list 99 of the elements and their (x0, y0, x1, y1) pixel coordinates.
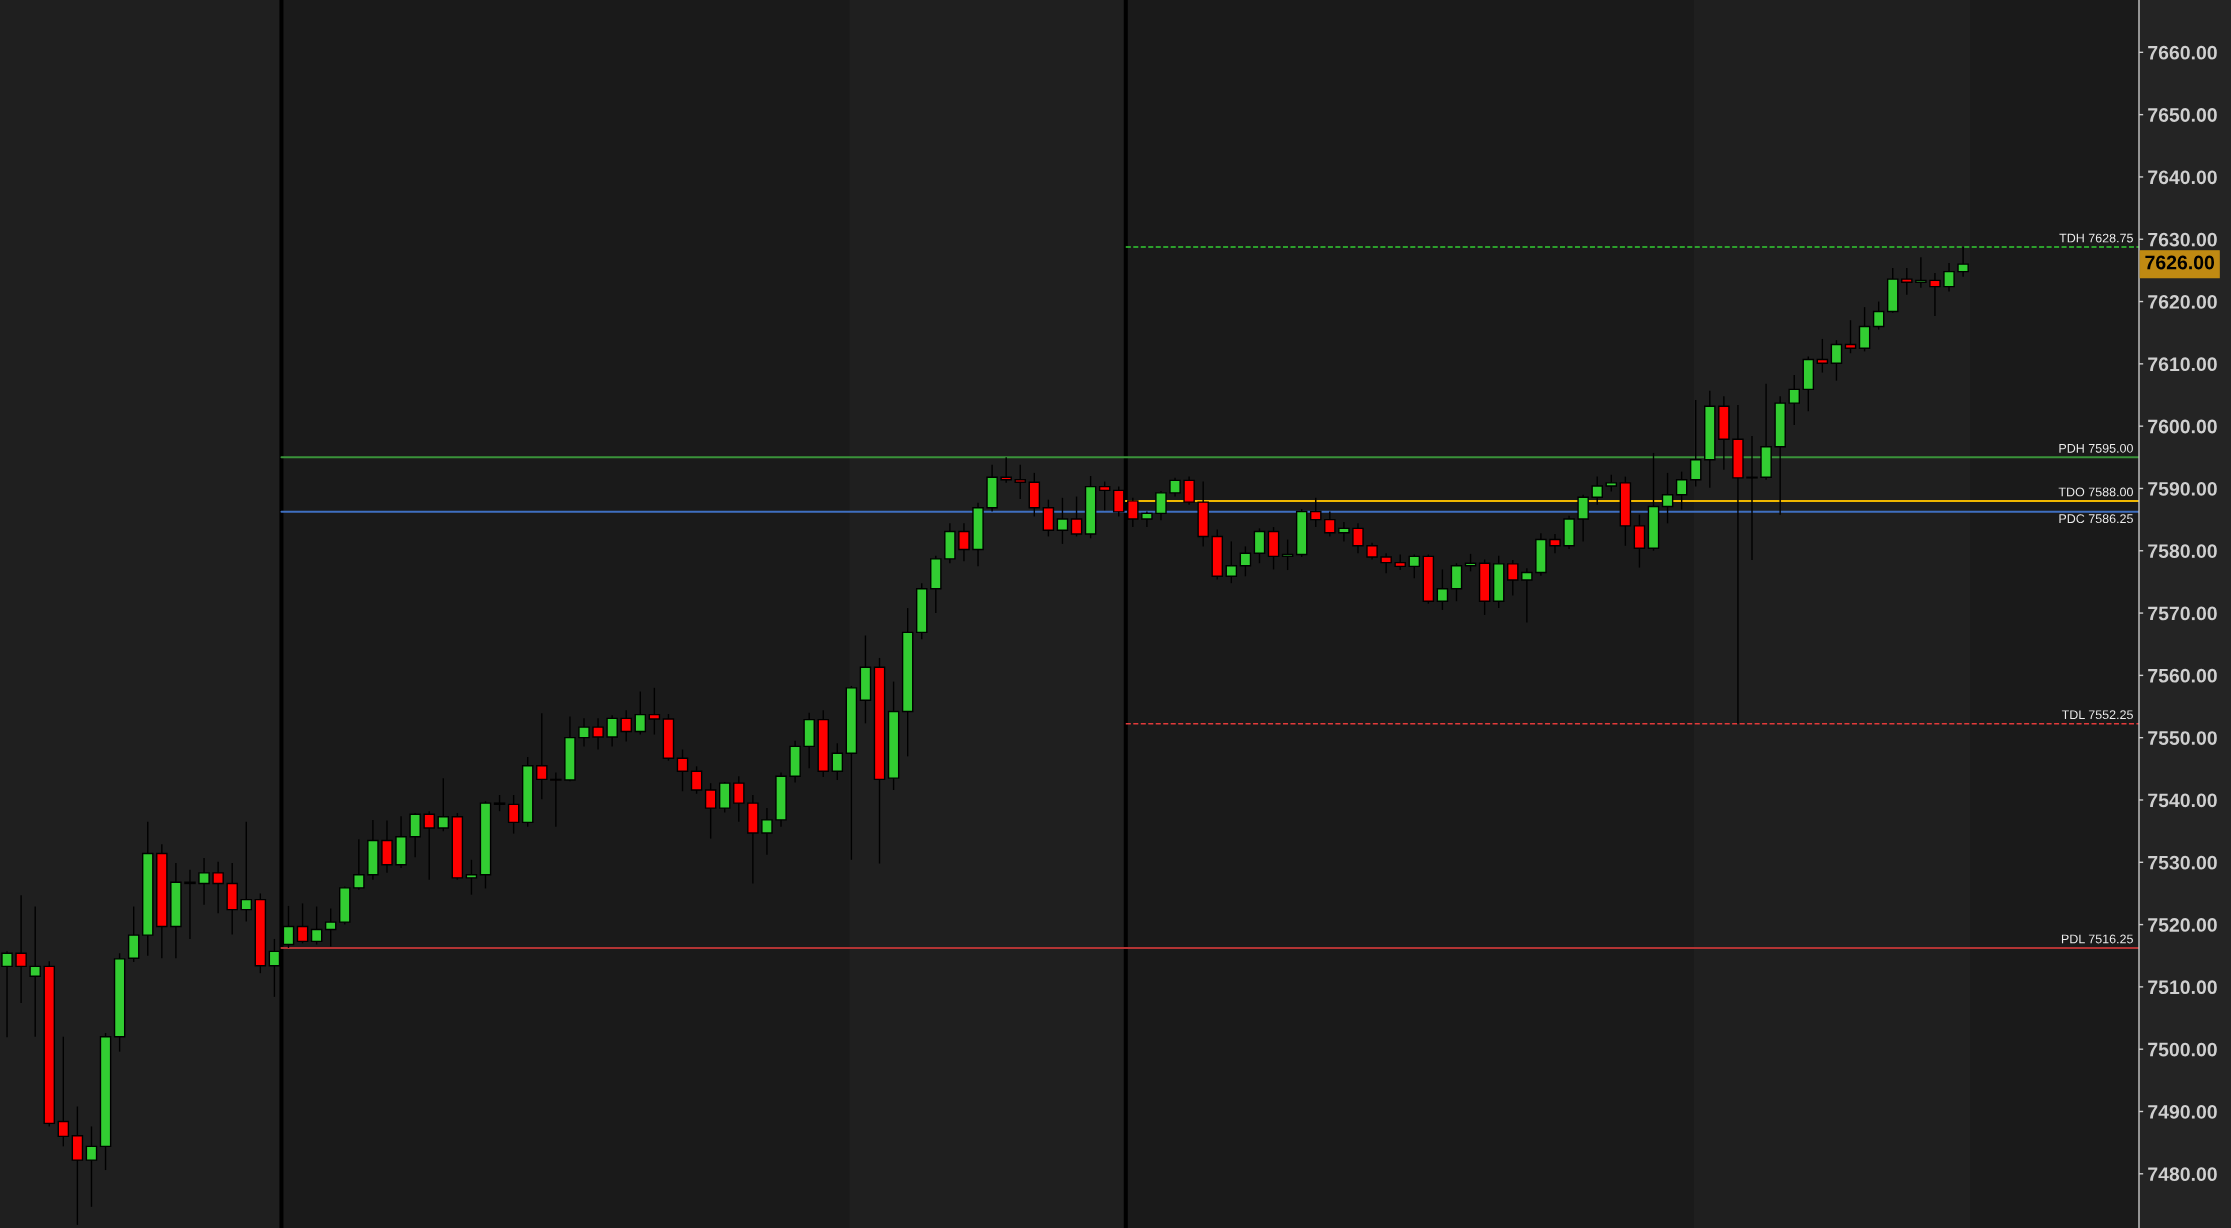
y-tick-label: 7650.00 (2148, 108, 2217, 122)
candlestick (324, 907, 337, 948)
y-tick-label: 7660.00 (2148, 45, 2217, 60)
candlestick (198, 857, 210, 906)
candlestick (1661, 472, 1674, 525)
candlestick (507, 794, 520, 835)
candlestick (634, 690, 647, 736)
candlestick (1070, 495, 1083, 538)
candlestick (761, 807, 773, 856)
candlestick (296, 902, 309, 944)
candlestick (1310, 497, 1322, 528)
y-tick-label: 7640.00 (2148, 170, 2217, 185)
ref-line-label: TDH 7628.75 (2059, 233, 2133, 243)
y-tick-label: 7550.00 (2148, 731, 2217, 745)
candlestick (212, 860, 224, 915)
candlestick (310, 905, 323, 946)
candlestick (704, 782, 717, 840)
y-tick-label: 7600.00 (2148, 419, 2217, 434)
candlestick (592, 717, 604, 751)
candlestick (606, 714, 618, 748)
candlestick (29, 905, 41, 1038)
candlestick (57, 1036, 70, 1148)
candlestick (1042, 498, 1055, 538)
candlestick (1281, 538, 1294, 571)
candlestick (1689, 399, 1702, 488)
candlestick (1253, 527, 1266, 564)
ref-line-label: TDO 7588.00 (2058, 487, 2133, 497)
candlestick (1746, 435, 1758, 561)
candlestick (958, 522, 970, 563)
candlestick (1098, 480, 1111, 511)
candlestick (1014, 464, 1027, 500)
ref-line-label: PDL 7516.25 (2061, 934, 2133, 944)
candlestick (1943, 262, 1955, 293)
candlestick (127, 905, 140, 963)
candlestick (1380, 552, 1392, 574)
candlestick (1450, 562, 1463, 602)
candlestick (353, 838, 365, 891)
candlestick (1901, 267, 1913, 296)
candlestick (409, 812, 421, 858)
candlestick (1169, 477, 1181, 498)
y-tick-label: 7540.00 (2148, 793, 2217, 808)
candlestick (1338, 521, 1350, 543)
candlestick (1352, 522, 1364, 554)
candlestick (15, 894, 27, 1004)
candlestick (733, 775, 745, 823)
y-tick-label: 7620.00 (2148, 295, 2217, 309)
y-tick-label: 7530.00 (2148, 855, 2217, 870)
candlestick (831, 742, 844, 781)
candlestick (550, 771, 562, 828)
candlestick (465, 859, 478, 896)
y-tick-label: 7590.00 (2148, 481, 2217, 496)
candlestick (578, 717, 590, 748)
candlestick (690, 765, 703, 795)
y-tick-label: 7630.00 (2148, 232, 2217, 247)
ref-line-label: PDH 7595.00 (2059, 443, 2133, 453)
candlestick (620, 709, 632, 743)
candlestick (1225, 540, 1238, 584)
candlestick (1633, 513, 1646, 569)
y-tick-label: 7560.00 (2148, 668, 2217, 683)
candlestick (1436, 568, 1449, 611)
candlestick (1155, 490, 1167, 521)
candlestick (1844, 319, 1857, 354)
candlestick (1872, 300, 1885, 331)
candlestick (1549, 533, 1561, 554)
candlestick (1675, 470, 1688, 511)
text: 7626.00 (2145, 255, 2215, 270)
candlestick (648, 687, 661, 736)
y-tick-label: 7610.00 (2148, 357, 2217, 372)
candlestick (1858, 306, 1871, 353)
candlestick (1788, 374, 1800, 426)
candlestick (1408, 553, 1421, 579)
candlestick (1591, 475, 1603, 506)
candlestick (1929, 272, 1941, 317)
candlestick (1239, 545, 1252, 578)
candlestick (1816, 338, 1829, 374)
candlestick (1507, 559, 1519, 597)
candlestick (1, 950, 13, 1039)
candlestick (1183, 475, 1195, 506)
y-tick-label: 7580.00 (2148, 544, 2217, 558)
candlestick (437, 777, 450, 832)
candlestick (1324, 510, 1336, 538)
candlestick (85, 1125, 98, 1208)
candlestick (1830, 339, 1843, 382)
candlestick (423, 810, 435, 881)
y-tick-label: 7500.00 (2148, 1042, 2217, 1057)
y-tick-label: 7510.00 (2148, 980, 2217, 995)
ref-line-label: TDL 7552.25 (2061, 710, 2133, 720)
candlestick (536, 712, 548, 801)
candlestick (676, 748, 689, 792)
y-tick-label: 7480.00 (2148, 1167, 2217, 1182)
candlestick (1915, 256, 1927, 289)
candlestick (1577, 493, 1589, 543)
y-tick-label: 7490.00 (2148, 1104, 2217, 1119)
ref-line-label: PDC 7586.25 (2059, 514, 2133, 524)
y-tick-label: 7520.00 (2148, 918, 2217, 932)
candlestick (1056, 497, 1069, 545)
candlestick (1521, 567, 1533, 624)
candlestick (240, 821, 253, 923)
y-tick-label: 7570.00 (2148, 606, 2217, 621)
